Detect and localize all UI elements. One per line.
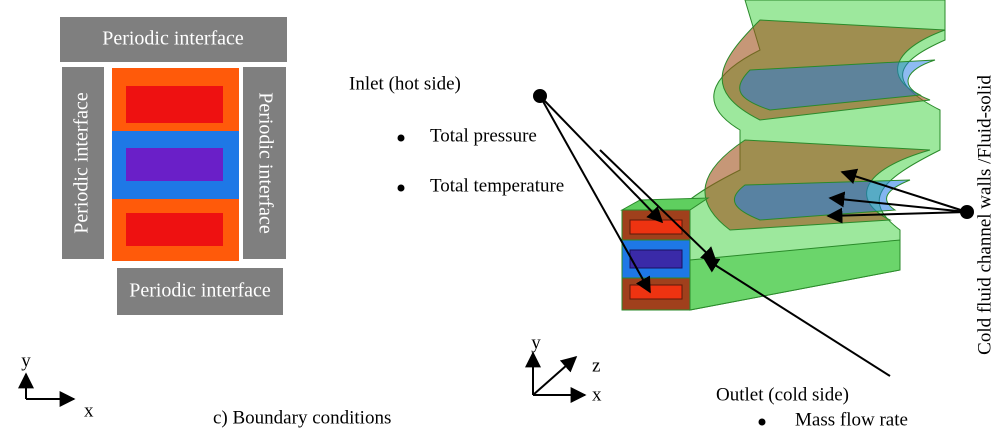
- inlet-title: Inlet (hot side): [349, 73, 461, 94]
- axis-label: y: [531, 332, 541, 353]
- axis-label: z: [592, 355, 600, 376]
- walls-label: Cold fluid channel walls /Fluid-solid: [974, 75, 995, 355]
- interface-label: Periodic interface: [254, 92, 276, 234]
- axis-label: y: [21, 350, 31, 371]
- inlet-item: Total pressure: [430, 125, 537, 146]
- interface-label: Periodic interface: [102, 28, 244, 50]
- bullet: [398, 185, 405, 192]
- bullet: [759, 419, 766, 426]
- caption: c) Boundary conditions: [213, 407, 391, 428]
- figure: Periodic interface Periodic interface Pe…: [0, 0, 1002, 431]
- axes-right: [533, 353, 585, 395]
- axis-label: x: [84, 400, 94, 421]
- axis-label: x: [592, 384, 602, 405]
- inlet-item: Total temperature: [430, 175, 564, 196]
- outlet-title: Outlet (cold side): [716, 384, 849, 405]
- outlet-item: Mass flow rate: [795, 409, 908, 430]
- interface-label: Periodic interface: [71, 92, 93, 234]
- bullet: [398, 135, 405, 142]
- interface-label: Periodic interface: [129, 280, 271, 302]
- axes-left: [26, 374, 74, 399]
- cross-section: [60, 17, 287, 315]
- channel-3d: [622, 0, 945, 310]
